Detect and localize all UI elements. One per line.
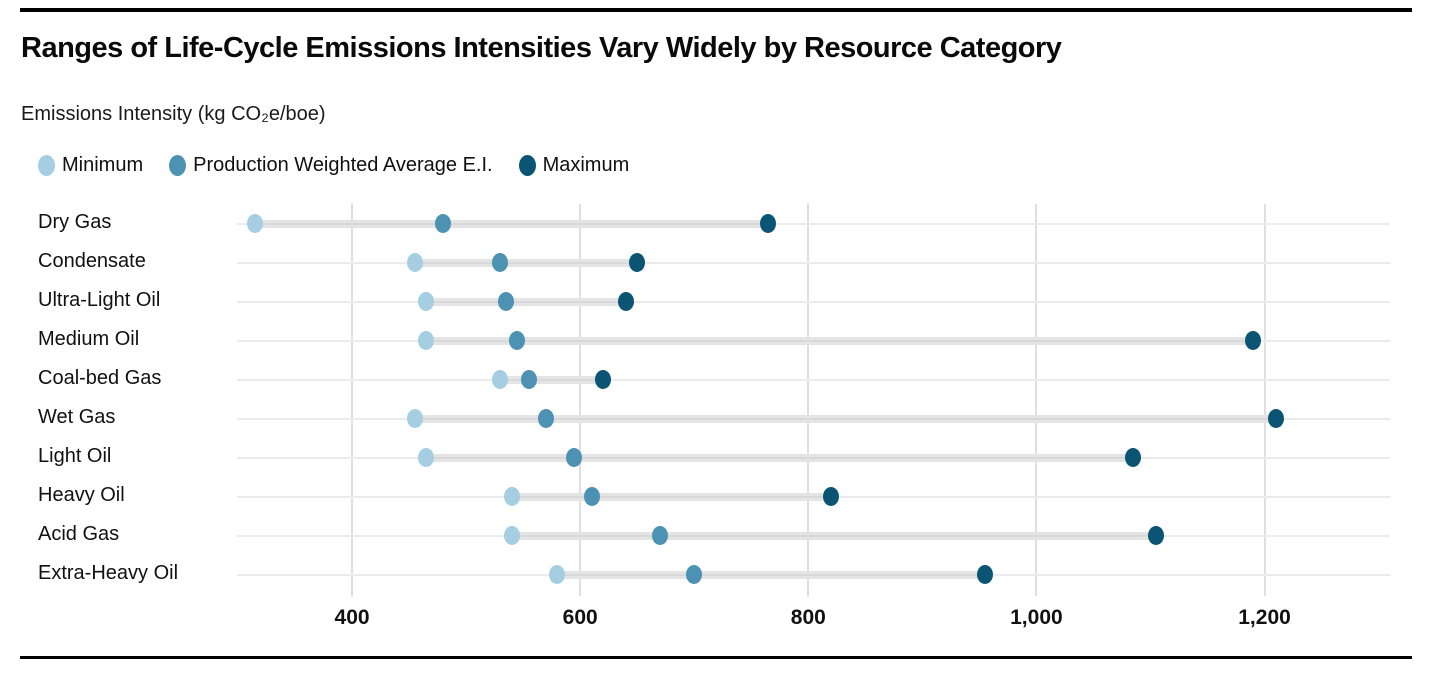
average-dot	[435, 214, 452, 233]
maximum-dot	[617, 292, 634, 311]
row-gridline	[237, 261, 1390, 264]
range-band	[553, 570, 990, 579]
range-band	[422, 453, 1138, 462]
legend-dot-icon	[518, 155, 536, 176]
range-band	[410, 414, 1280, 423]
minimum-dot	[492, 370, 509, 389]
category-label: Condensate	[38, 250, 146, 272]
maximum-dot	[594, 370, 611, 389]
category-label: Light Oil	[38, 445, 112, 467]
x-tick-label: 1,200	[1238, 606, 1291, 629]
category-label: Acid Gas	[38, 523, 120, 545]
average-dot	[537, 409, 554, 428]
x-axis: 400 600 800 1,000 1,200	[0, 606, 1432, 636]
legend-label: Minimum	[62, 154, 144, 176]
legend-label: Production Weighted Average E.I.	[193, 154, 493, 176]
x-tick-label: 400	[334, 606, 370, 629]
top-rule	[20, 8, 1412, 12]
average-dot	[492, 253, 509, 272]
bottom-rule	[20, 656, 1412, 659]
legend-item-average: Production Weighted Average E.I.	[169, 154, 493, 177]
maximum-dot	[760, 214, 777, 233]
minimum-dot	[418, 292, 435, 311]
legend-item-maximum: Maximum	[518, 154, 630, 177]
minimum-dot	[549, 565, 566, 584]
category-label: Medium Oil	[38, 328, 140, 350]
category-label: Wet Gas	[38, 406, 116, 428]
plot-area: Dry Gas Condensate Ultra-Light Oil Medium O…	[0, 204, 1432, 596]
average-dot	[686, 565, 703, 584]
legend-item-minimum: Minimum	[38, 154, 143, 177]
vertical-gridline-600	[579, 204, 582, 596]
chart-title: Ranges of Life-Cycle Emissions Intensiti…	[21, 32, 1062, 64]
vertical-gridline-800	[807, 204, 810, 596]
legend-dot-icon	[38, 155, 55, 176]
minimum-dot	[247, 214, 264, 233]
category-label: Extra-Heavy Oil	[38, 562, 179, 584]
range-band	[422, 297, 630, 306]
minimum-dot	[418, 448, 435, 467]
maximum-dot	[1125, 448, 1142, 467]
average-dot	[583, 487, 600, 506]
maximum-dot	[823, 487, 840, 506]
range-band	[251, 219, 773, 228]
vertical-gridline-400	[351, 204, 354, 596]
legend-dot-icon	[169, 155, 187, 176]
legend-label: Maximum	[542, 154, 630, 176]
axis-unit-label: Emissions Intensity (kg CO₂e/boe)	[21, 103, 326, 125]
category-label: Heavy Oil	[38, 484, 125, 506]
average-dot	[566, 448, 583, 467]
average-dot	[520, 370, 537, 389]
maximum-dot	[629, 253, 646, 272]
category-label: Dry Gas	[38, 211, 112, 233]
vertical-gridline-1200	[1263, 204, 1266, 596]
range-band	[496, 375, 607, 384]
minimum-dot	[418, 331, 435, 350]
minimum-dot	[406, 253, 423, 272]
average-dot	[652, 526, 669, 545]
row-gridline	[237, 300, 1390, 303]
maximum-dot	[1148, 526, 1165, 545]
maximum-dot	[1267, 409, 1284, 428]
maximum-dot	[977, 565, 994, 584]
average-dot	[509, 331, 526, 350]
minimum-dot	[503, 487, 520, 506]
average-dot	[498, 292, 515, 311]
category-label: Ultra-Light Oil	[38, 289, 161, 311]
vertical-gridline-1000	[1035, 204, 1038, 596]
legend: Minimum Production Weighted Average E.I. M…	[38, 154, 629, 177]
maximum-dot	[1245, 331, 1262, 350]
minimum-dot	[406, 409, 423, 428]
range-band	[507, 492, 836, 501]
x-tick-label: 1,000	[1010, 606, 1063, 629]
range-band	[422, 336, 1258, 345]
range-band	[507, 531, 1161, 540]
range-band	[410, 258, 642, 267]
category-label: Coal-bed Gas	[38, 367, 162, 389]
row-gridline	[237, 222, 1390, 225]
row-gridline	[237, 378, 1390, 381]
x-tick-label: 800	[790, 606, 826, 629]
minimum-dot	[503, 526, 520, 545]
x-tick-label: 600	[562, 606, 598, 629]
